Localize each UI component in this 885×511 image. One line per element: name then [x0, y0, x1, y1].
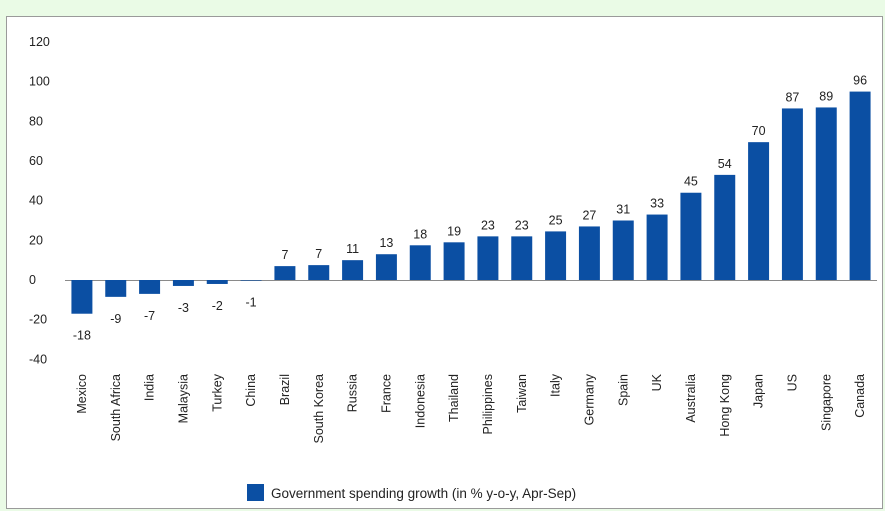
x-category-label: Hong Kong [718, 374, 732, 437]
bar-uk [646, 214, 668, 280]
x-category-label: Russia [346, 374, 360, 412]
data-label: -3 [178, 301, 189, 315]
legend-swatch [247, 484, 264, 501]
bar-south-africa [105, 280, 127, 297]
bar-taiwan [511, 236, 533, 280]
x-category-label: Malaysia [176, 374, 190, 423]
legend: Government spending growth (in % y-o-y, … [247, 484, 576, 501]
x-category-label: South Korea [312, 374, 326, 444]
x-category-label: India [143, 374, 157, 401]
y-tick-label: -20 [29, 313, 47, 327]
bar-spain [612, 220, 634, 280]
data-label: 7 [281, 248, 288, 262]
x-category-label: Spain [616, 374, 630, 406]
data-label: -2 [212, 299, 223, 313]
x-category-label: Indonesia [413, 374, 427, 428]
bar-thailand [443, 242, 465, 280]
x-category-label: Taiwan [515, 374, 529, 413]
legend-label: Government spending growth (in % y-o-y, … [271, 486, 576, 501]
data-label: 87 [785, 90, 799, 104]
x-category-label: Japan [752, 374, 766, 408]
y-tick-label: 80 [29, 114, 43, 128]
bar-philippines [477, 236, 499, 280]
x-category-label: China [244, 374, 258, 407]
chart-frame: 120 100 80 60 40 20 0 -20 -40 -18 -9 -7 -3 -2 -1 7 7 11 1… [6, 16, 883, 509]
bar-canada [849, 91, 871, 280]
data-label: 31 [616, 203, 630, 217]
x-category-label: Turkey [210, 373, 224, 411]
x-category-label: Singapore [819, 374, 833, 431]
data-label: -1 [246, 296, 257, 310]
x-category-label: US [785, 374, 799, 391]
bar-turkey [206, 280, 228, 284]
y-tick-label: 60 [29, 154, 43, 168]
bar-france [375, 254, 397, 280]
data-label: -7 [144, 309, 155, 323]
x-category-label: Philippines [481, 374, 495, 434]
bar-italy [545, 231, 567, 280]
x-category-label: Australia [684, 374, 698, 423]
bar-germany [578, 226, 600, 280]
y-tick-label: 100 [29, 75, 50, 89]
bar-japan [748, 142, 770, 280]
data-label: -18 [73, 329, 91, 343]
data-label: 25 [549, 213, 563, 227]
x-category-label: Canada [853, 374, 867, 418]
data-label: 33 [650, 197, 664, 211]
data-label: 18 [413, 227, 427, 241]
bar-russia [342, 260, 364, 280]
bar-malaysia [172, 280, 194, 286]
y-tick-label: 40 [29, 194, 43, 208]
data-label: 27 [582, 208, 596, 222]
data-label: 7 [315, 247, 322, 261]
data-label: -9 [110, 312, 121, 326]
bar-south-korea [308, 265, 330, 280]
data-labels: -18 -9 -7 -3 -2 -1 7 7 11 13 18 19 23 23 25 27 31 33 45 54 7… [73, 74, 867, 343]
bar-india [139, 280, 161, 294]
x-category-label: Mexico [75, 374, 89, 414]
bar-indonesia [409, 245, 431, 280]
x-category-label: France [379, 374, 393, 413]
bar-hong-kong [714, 174, 736, 280]
y-tick-label: 20 [29, 233, 43, 247]
data-label: 11 [346, 242, 359, 256]
data-label: 89 [819, 89, 833, 103]
bar-china [240, 280, 262, 281]
x-category-label: UK [650, 373, 664, 391]
data-label: 23 [515, 218, 529, 232]
bar-us [781, 108, 803, 280]
y-axis: 120 100 80 60 40 20 0 -20 -40 [29, 35, 50, 366]
data-label: 54 [718, 157, 732, 171]
y-tick-label: 120 [29, 35, 50, 49]
x-category-label: Thailand [447, 374, 461, 422]
data-label: 23 [481, 218, 495, 232]
bar-chart: 120 100 80 60 40 20 0 -20 -40 -18 -9 -7 -3 -2 -1 7 7 11 1… [29, 35, 877, 501]
data-label: 45 [684, 175, 698, 189]
y-tick-label: -40 [29, 352, 47, 366]
data-label: 96 [853, 74, 867, 88]
data-label: 19 [447, 224, 461, 238]
y-tick-label: 0 [29, 273, 36, 287]
bar-mexico [71, 280, 93, 314]
bar-australia [680, 192, 702, 280]
bar-singapore [815, 107, 837, 280]
x-axis-category-labels: Mexico South Africa India Malaysia Turkey Chi… [75, 373, 867, 443]
bar-series [71, 91, 871, 314]
data-label: 13 [379, 236, 393, 250]
x-category-label: Italy [549, 373, 563, 397]
x-category-label: South Africa [109, 374, 123, 441]
x-category-label: Germany [582, 373, 596, 425]
bar-brazil [274, 266, 296, 280]
x-category-label: Brazil [278, 374, 292, 405]
data-label: 70 [752, 124, 766, 138]
